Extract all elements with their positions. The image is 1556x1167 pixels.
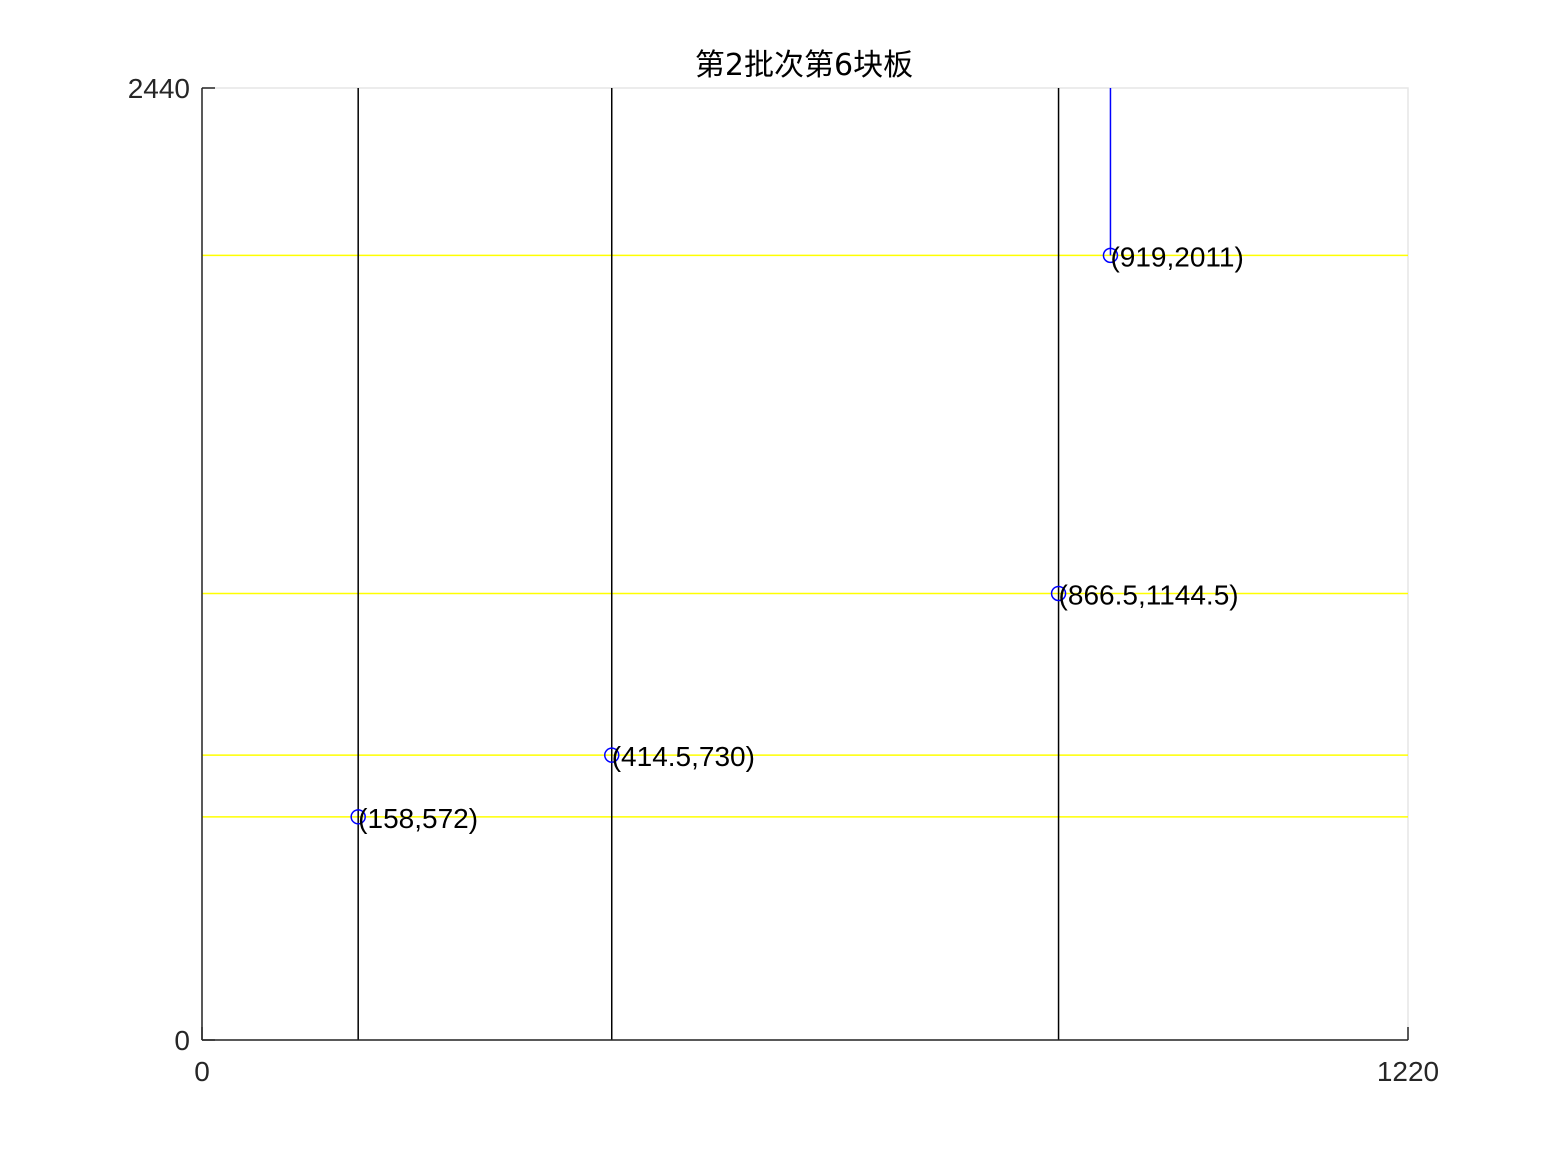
axes xyxy=(201,88,1408,1041)
point-marker-0 xyxy=(350,809,366,825)
chart-title: 第2批次第6块板 xyxy=(695,48,913,83)
x-tick-label-1: 1220 xyxy=(1377,1056,1439,1087)
point-marker-3 xyxy=(1102,247,1119,264)
point-labels: (158,572) (414.5,730) (866.5,1144.5) (919,2… xyxy=(358,241,1244,833)
ticks: 0 1220 0 2440 xyxy=(128,73,1439,1087)
y-tick-label-1: 2440 xyxy=(128,73,190,104)
plot-area xyxy=(201,87,1409,1041)
point-marker-1 xyxy=(603,747,620,763)
horizontal-lines xyxy=(202,254,1408,818)
plot-box xyxy=(201,87,1409,1041)
y-tick-label-0: 0 xyxy=(174,1025,190,1056)
point-label-0: (158,572) xyxy=(358,803,478,834)
point-marker-2 xyxy=(1050,585,1067,602)
point-label-1: (414.5,730) xyxy=(612,741,755,772)
x-tick-label-0: 0 xyxy=(194,1056,210,1087)
point-label-2: (866.5,1144.5) xyxy=(1059,579,1239,610)
point-label-3: (919,2011) xyxy=(1110,241,1243,272)
vertical-lines xyxy=(357,88,1112,1040)
point-markers xyxy=(350,247,1119,825)
